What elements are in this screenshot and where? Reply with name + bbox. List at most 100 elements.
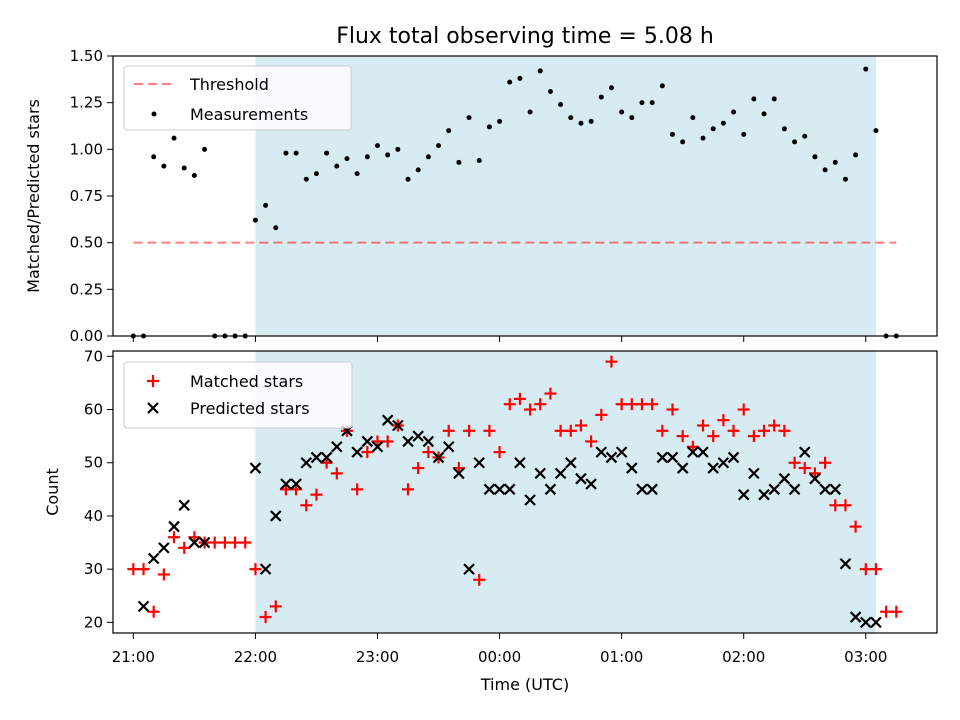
measurement-point [558,102,564,108]
bottom-x-tick-label: 23:00 [356,648,399,666]
predicted-star-point [351,446,363,458]
predicted-x-b [381,414,394,426]
matched-star-point [646,398,659,411]
measurement-point [303,176,309,182]
predicted-star-point [727,451,740,464]
matched-star-point [524,403,537,416]
measurement-point [619,109,625,115]
measurement-point [832,159,838,165]
top-y-tick-label: 0.50 [70,234,103,252]
top-y-tick-label: 1.25 [70,94,103,112]
predicted-x-b [585,478,597,490]
predicted-x-b [493,483,506,496]
matched-star-point [269,600,282,613]
predicted-x-b [503,483,516,496]
measurement-point [415,167,421,173]
predicted-x-b [788,483,801,496]
predicted-star-point [331,440,343,453]
predicted-x-b [402,435,414,448]
measurement-point [191,172,197,178]
bottom-x-tick-label: 21:00 [112,648,155,666]
top-axes-frame [112,55,938,337]
bottom-x-tick-label: 03:00 [844,648,887,666]
predicted-x-b [473,456,486,469]
predicted-star-point [676,462,689,474]
predicted-x-b [483,483,496,496]
measurement-point [792,139,798,145]
predicted-star-point [748,467,760,480]
measurement-point [690,115,696,121]
predicted-star-point [198,536,211,549]
predicted-x-b [605,451,618,464]
bottom-y-tick-label: 50 [84,454,103,472]
matched-star-point [483,424,496,437]
predicted-x-b [412,430,424,442]
matched-star-point [239,536,252,549]
bottom-y-tick-label: 30 [84,560,103,578]
matched-star-point [595,408,608,421]
matched-star-point [869,563,882,576]
matched-star-point [503,398,516,411]
predicted-star-point [310,451,323,464]
matched-star-point [819,456,832,469]
measurement-point [659,83,665,89]
predicted-star-point [381,414,394,426]
matched-star-point [544,387,557,400]
predicted-x-b [534,467,547,480]
predicted-x-b [168,520,180,533]
matched-star-point [381,435,394,448]
predicted-x-b [432,451,445,464]
predicted-x-b [371,440,384,453]
predicted-x-b [870,616,882,629]
measurement-point [649,100,655,106]
bottom-x-tick-label: 01:00 [600,648,643,666]
legend-measurements-label: Measurements [190,105,308,124]
measurement-point [588,118,594,124]
predicted-star-point [320,451,333,464]
legend-matched-label: Matched stars [190,372,303,391]
predicted-star-point [147,552,160,565]
measurement-point [364,154,370,160]
measurement-point [395,146,401,152]
bottom-x-tick-label: 02:00 [722,648,765,666]
predicted-x-b [137,600,150,613]
predicted-star-point [575,472,587,485]
matched-star-point [880,605,893,618]
matched-star-point [890,605,903,618]
matched-star-point [157,568,170,581]
predicted-x-b [280,478,292,490]
predicted-star-point [646,483,658,496]
predicted-star-point [788,483,801,496]
predicted-star-point [493,483,506,496]
measurement-point [252,217,258,223]
predicted-star-point [544,483,557,496]
predicted-x-b [727,451,740,464]
matched-star-point [330,467,343,480]
predicted-x-b [839,558,852,570]
top-y-ticks: 0.00 0.25 0.50 0.75 1.00 1.25 1.50 [70,47,113,345]
predicted-star-point [849,611,862,623]
predicted-x-b [564,456,577,469]
matched-star-point [778,424,791,437]
matched-star-point [798,462,811,475]
measurement-point [751,96,757,102]
matched-star-point [676,430,689,443]
measurement-point [476,158,482,164]
matched-star-point [218,536,231,549]
measurement-point [385,152,391,158]
predicted-x-b [676,462,689,474]
predicted-x-b [310,451,323,464]
measurement-point [405,176,411,182]
matched-star-point [635,398,648,411]
measurement-point [313,171,319,177]
predicted-x-b [320,451,333,464]
bottom-x-tick-label: 22:00 [234,648,277,666]
matched-star-point [422,446,435,459]
predicted-star-point [453,467,465,480]
predicted-star-point [615,446,628,458]
measurement-point [161,163,167,169]
predicted-star-point [768,483,781,496]
predicted-x-b [249,462,262,474]
predicted-star-point [371,440,384,453]
